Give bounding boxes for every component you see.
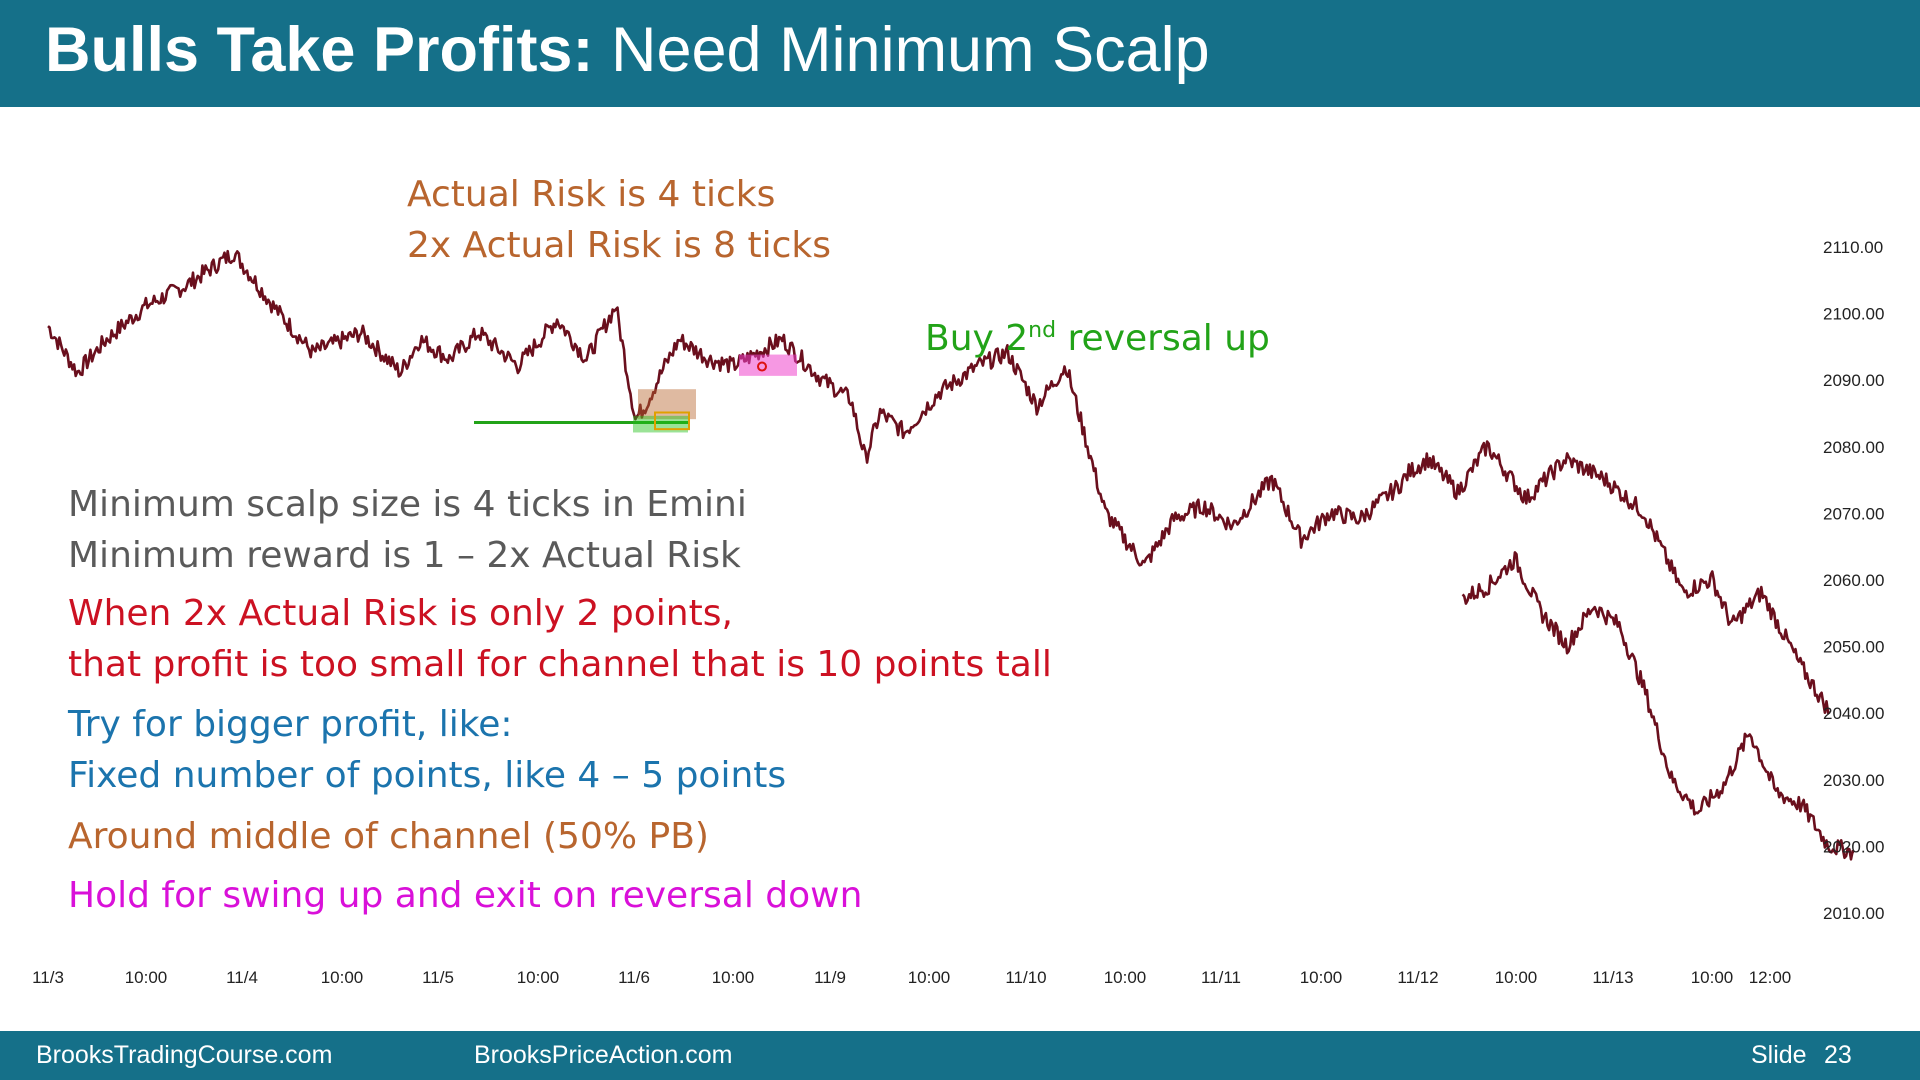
x-tick-label: 10:00 xyxy=(1691,968,1734,987)
orange-middle-note: Around middle of channel (50% PB) xyxy=(68,816,709,857)
y-tick-label: 2070.00 xyxy=(1823,504,1884,523)
x-tick-label: 10:00 xyxy=(321,968,364,987)
y-tick-label: 2040.00 xyxy=(1823,704,1884,723)
y-tick-label: 2030.00 xyxy=(1823,771,1884,790)
x-tick-label: 11/9 xyxy=(814,968,846,987)
entry-risk-box xyxy=(638,389,696,420)
x-tick-label: 10:00 xyxy=(1495,968,1538,987)
risk-line-2: 2x Actual Risk is 8 ticks xyxy=(407,225,832,266)
price-chart: 2110.00 2100.00 2090.00 2080.00 2070.00 2060.… xyxy=(32,238,1884,987)
x-tick-label: 11/3 xyxy=(32,968,64,987)
x-tick-label: 11/6 xyxy=(618,968,650,987)
x-tick-label: 10:00 xyxy=(1300,968,1343,987)
price-series xyxy=(47,249,1855,861)
entry-marker-dot xyxy=(757,361,767,372)
y-tick-label: 2060.00 xyxy=(1823,571,1884,590)
x-tick-label: 12:00 xyxy=(1749,968,1792,987)
entry-target-box xyxy=(654,411,690,431)
buy-suffix: reversal up xyxy=(1056,318,1270,359)
title-bar: Bulls Take Profits: Need Minimum Scalp xyxy=(0,0,1920,107)
chart-overlays xyxy=(474,354,797,433)
y-tick-label: 2090.00 xyxy=(1823,371,1884,390)
red-note-line-1: When 2x Actual Risk is only 2 points, xyxy=(68,593,733,634)
blue-note-line-1: Try for bigger profit, like: xyxy=(68,704,513,745)
footer-site-1[interactable]: BrooksTradingCourse.com xyxy=(36,1041,333,1069)
x-tick-label: 10:00 xyxy=(1104,968,1147,987)
buy-2nd-reversal-label: Buy 2nd reversal up xyxy=(925,318,1270,359)
y-axis-ticks: 2110.00 2100.00 2090.00 2080.00 2070.00 2060.… xyxy=(1823,238,1884,923)
x-tick-label: 11/4 xyxy=(226,968,258,987)
buy-2nd-reversal-box xyxy=(739,354,797,376)
price-line-segment-2 xyxy=(1461,551,1855,861)
x-tick-label: 11/13 xyxy=(1592,968,1633,987)
y-tick-label: 2110.00 xyxy=(1823,238,1883,257)
y-tick-label: 2080.00 xyxy=(1823,438,1884,457)
min-scalp-text: Minimum scalp size is 4 ticks in Emini xyxy=(68,484,747,525)
footer-site-2[interactable]: BrooksPriceAction.com xyxy=(474,1041,733,1069)
y-tick-label: 2050.00 xyxy=(1823,638,1884,657)
x-axis-ticks: 11/3 10:00 11/4 10:00 11/5 10:00 11/6 10:00 11/9… xyxy=(32,968,1791,987)
x-tick-label: 11/12 xyxy=(1397,968,1438,987)
x-tick-label: 11/11 xyxy=(1201,968,1241,987)
x-tick-label: 10:00 xyxy=(712,968,755,987)
x-tick-label: 10:00 xyxy=(908,968,951,987)
x-tick-label: 10:00 xyxy=(517,968,560,987)
red-note-line-2: that profit is too small for channel tha… xyxy=(68,644,1052,685)
slide-title-bold: Bulls Take Profits: xyxy=(45,15,594,85)
risk-line-1: Actual Risk is 4 ticks xyxy=(407,174,776,215)
x-tick-label: 11/5 xyxy=(422,968,454,987)
price-line-segment-1 xyxy=(47,249,1831,715)
buy-prefix: Buy 2 xyxy=(925,318,1029,359)
y-tick-label: 2020.00 xyxy=(1823,837,1884,856)
buy-sup: nd xyxy=(1028,318,1057,343)
min-reward-text: Minimum reward is 1 – 2x Actual Risk xyxy=(68,535,741,576)
y-tick-label: 2010.00 xyxy=(1823,904,1884,923)
footer-bar: BrooksTradingCourse.com BrooksPriceActio… xyxy=(0,1031,1920,1080)
x-tick-label: 10:00 xyxy=(125,968,168,987)
blue-note-line-2: Fixed number of points, like 4 – 5 point… xyxy=(68,755,787,796)
slide-label: Slide xyxy=(1751,1041,1807,1069)
magenta-hold-note: Hold for swing up and exit on reversal d… xyxy=(68,875,863,916)
slide-number: 23 xyxy=(1824,1041,1852,1069)
y-tick-label: 2100.00 xyxy=(1823,305,1884,324)
slide-title: Bulls Take Profits: Need Minimum Scalp xyxy=(45,14,1210,86)
slide-title-rest: Need Minimum Scalp xyxy=(593,15,1210,85)
x-tick-label: 11/10 xyxy=(1005,968,1046,987)
